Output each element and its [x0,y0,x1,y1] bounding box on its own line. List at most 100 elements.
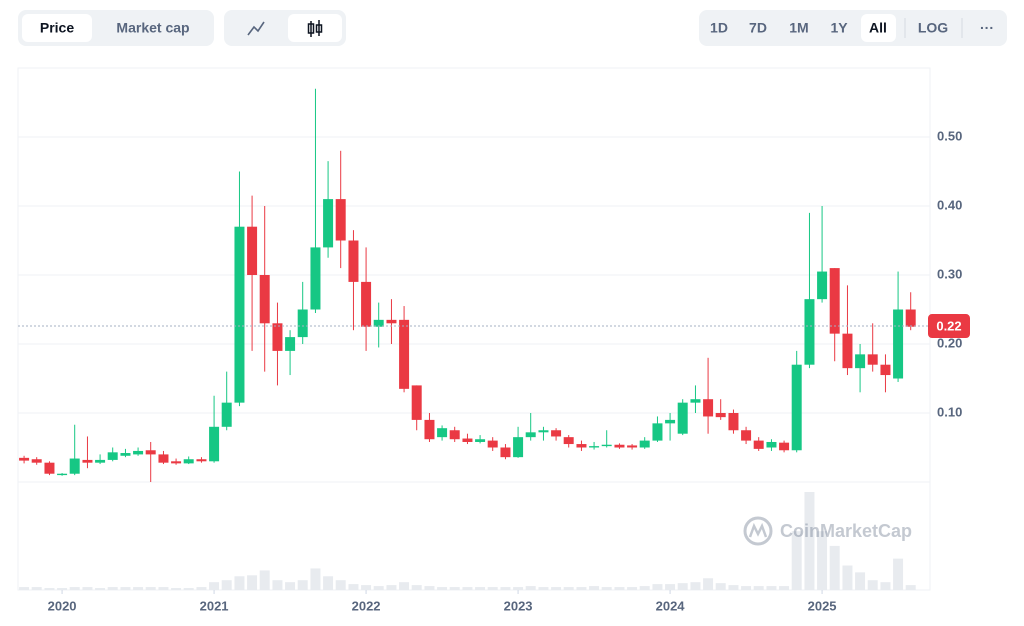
candle-body [361,281,372,327]
volume-bar [893,558,904,590]
candle-body [158,454,169,463]
candle-body [817,271,828,300]
volume-bar [791,531,802,590]
log-button[interactable]: LOG [918,20,948,36]
candle-body [804,299,815,365]
candle-body [386,319,397,324]
candle-body [31,459,42,463]
candle-body [829,268,840,334]
volume-bar [462,587,473,590]
candle-body [335,199,346,241]
candle-body [551,430,562,437]
candle-body [95,459,106,463]
y-tick-label: 0.30 [937,266,962,281]
line-icon[interactable] [247,21,265,36]
candle-body [297,309,308,338]
candle-body [627,445,638,448]
candle-body [741,430,752,441]
candle-body [272,323,283,351]
candle-body [525,432,536,438]
candle-body [842,333,853,369]
tab-label[interactable]: Price [40,20,74,36]
volume-bar [259,570,270,590]
more-button[interactable]: ··· [980,20,994,36]
candle-body [247,226,258,275]
volume-bar [310,568,321,590]
candle-body [690,399,701,403]
volume-bar [31,587,42,590]
x-tick-label: 2024 [656,598,686,613]
active-range[interactable] [861,14,896,42]
volume-bar [44,588,55,590]
volume-bar [411,585,422,590]
candle-body [82,459,93,463]
x-tick-label: 2022 [352,598,381,613]
candle-body [652,423,663,441]
volume-bar [285,582,296,590]
volume-bar [361,585,372,590]
volume-bar [386,585,397,590]
candle-body [475,439,486,442]
x-tick-label: 2021 [200,598,229,613]
volume-bar [804,492,815,590]
volume-bar [19,587,30,590]
candle-body [538,430,549,433]
candle-body [462,438,473,442]
candle-body [196,459,207,462]
volume-bar [563,587,574,590]
volume-bar [209,582,220,590]
candle-body [323,199,334,248]
volume-bar [133,587,144,590]
volume-bar [348,584,359,590]
candle-body [424,419,435,440]
candle-body [601,444,612,447]
range-button[interactable]: 1D [710,20,728,36]
candle-body [437,428,448,438]
volume-bar [601,587,612,590]
candle-body [145,450,156,455]
candle-body [310,247,321,310]
volume-bar [57,588,68,590]
range-button[interactable]: All [869,20,887,36]
volume-bar [576,587,587,590]
volume-bar [272,580,283,590]
volume-bar [690,582,701,590]
candle-icon[interactable] [307,20,323,37]
candle-body [399,319,410,389]
plot-frame [17,67,931,591]
candle-body [221,402,232,427]
volume-bar [905,585,916,590]
volume-bar [145,587,156,590]
y-tick-label: 0.20 [937,335,962,350]
range-group [699,10,1007,46]
volume-bar [551,587,562,590]
candle-body [893,309,904,379]
range-button[interactable]: 1M [789,20,808,36]
volume-bar [652,584,663,590]
candle-button[interactable] [288,14,342,42]
candle-body [855,354,866,369]
volume-bar [753,586,764,590]
candle-body [728,413,739,431]
candle-body [791,364,802,451]
candle-body [614,444,625,448]
candle-body [880,364,891,376]
candle-body [234,226,245,403]
volume-bar [525,586,536,590]
volume-bar [829,545,840,590]
candle-body [373,319,384,327]
volume-bar [297,580,308,590]
candle-body [133,450,144,455]
range-button[interactable]: 7D [749,20,767,36]
price-tab[interactable] [22,14,92,42]
volume-bar [183,588,194,590]
volume-bar [817,531,828,590]
volume-bar [449,587,460,590]
volume-bar [842,565,853,590]
candle-body [589,446,600,448]
range-button[interactable]: 1Y [830,20,848,36]
candle-body [449,430,460,440]
last-price-tag [928,314,970,339]
tab-label[interactable]: Market cap [116,20,189,36]
